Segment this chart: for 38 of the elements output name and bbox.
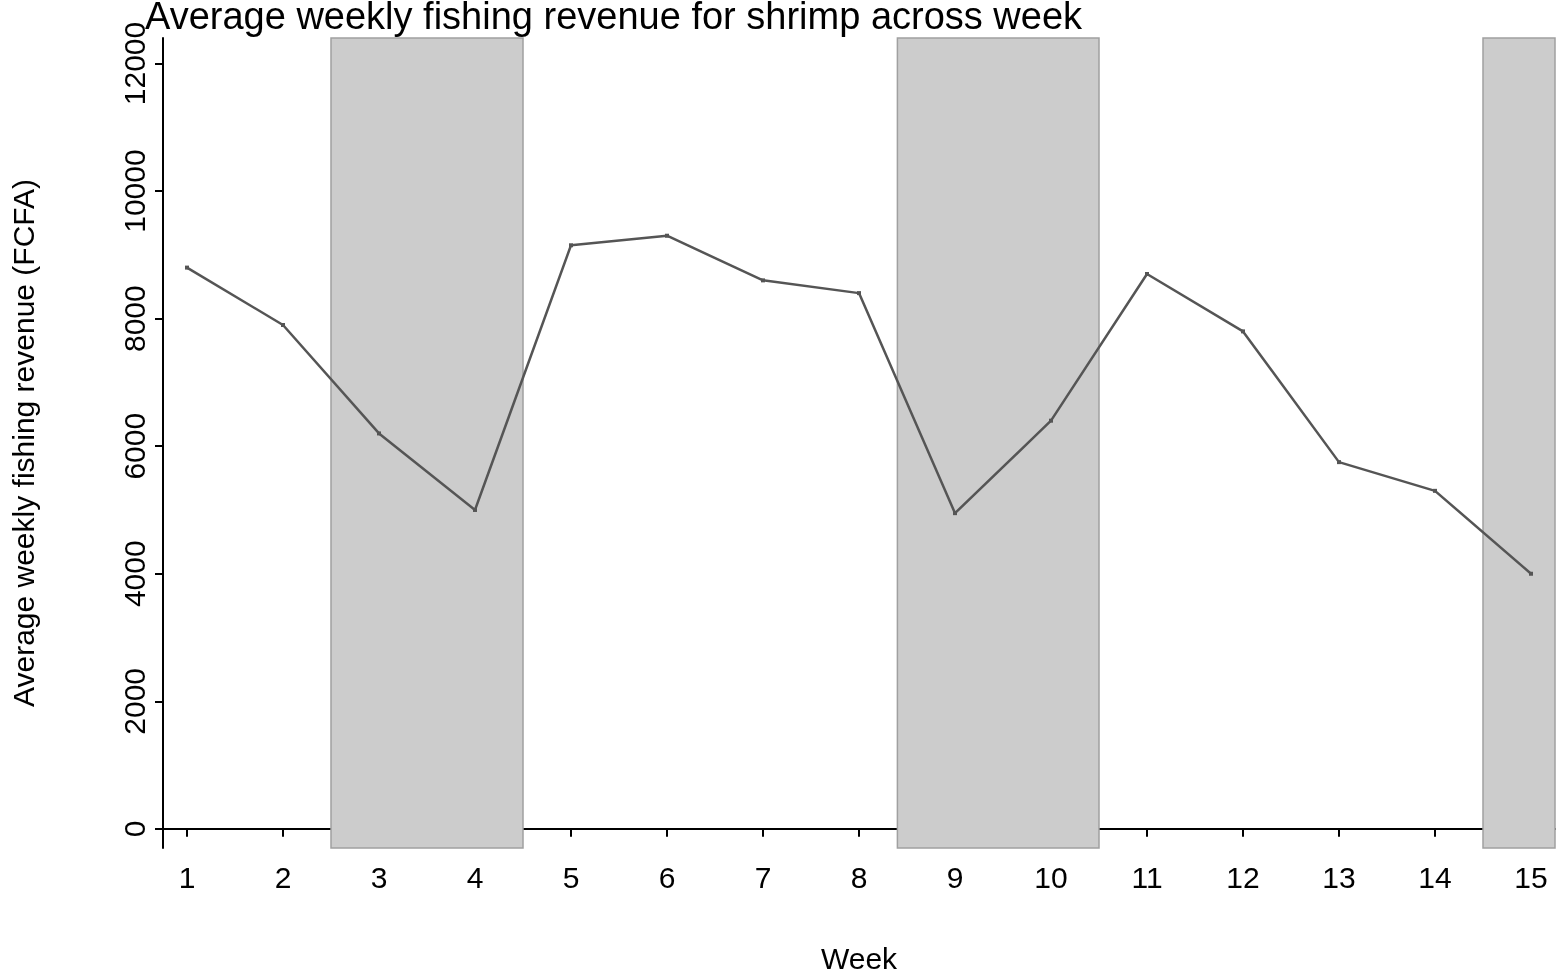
point — [761, 278, 765, 283]
x-tick-label: 7 — [754, 860, 772, 894]
point — [1337, 460, 1341, 465]
x-tick-label: 13 — [1322, 860, 1356, 894]
point — [377, 431, 381, 436]
x-tick-label: 6 — [658, 860, 676, 894]
y-tick-label: 6000 — [117, 412, 151, 480]
y-axis-title: Average weekly fishing revenue (FCFA) — [6, 178, 40, 708]
y-tick-label: 0 — [117, 820, 151, 838]
point — [665, 233, 669, 238]
point — [185, 265, 189, 270]
point — [473, 507, 477, 512]
point — [1241, 329, 1245, 334]
x-tick-label: 1 — [178, 860, 196, 894]
point — [1145, 271, 1149, 276]
x-axis-title: Week — [820, 941, 899, 975]
y-tick-label: 2000 — [117, 667, 151, 735]
x-tick-label: 12 — [1226, 860, 1260, 894]
y-tick-label: 4000 — [117, 540, 151, 608]
x-tick-label: 2 — [274, 860, 292, 894]
x-tick-label: 4 — [466, 860, 484, 894]
y-tick-label: 10000 — [117, 149, 151, 233]
point — [857, 291, 861, 296]
x-tick-label: 10 — [1034, 860, 1068, 894]
x-tick-label: 11 — [1131, 860, 1163, 894]
x-tick-label: 15 — [1514, 860, 1548, 894]
x-tick-label: 3 — [370, 860, 388, 894]
x-tick-label: 8 — [850, 860, 868, 894]
point — [569, 243, 573, 248]
point — [281, 323, 285, 328]
point — [1433, 488, 1437, 493]
x-tick-label: 5 — [562, 860, 580, 894]
x-tick-label: 14 — [1418, 860, 1452, 894]
y-tick-label: 8000 — [117, 285, 151, 352]
point — [1049, 418, 1053, 423]
x-tick-label: 9 — [946, 860, 964, 894]
point — [953, 511, 957, 516]
point — [1529, 571, 1533, 576]
